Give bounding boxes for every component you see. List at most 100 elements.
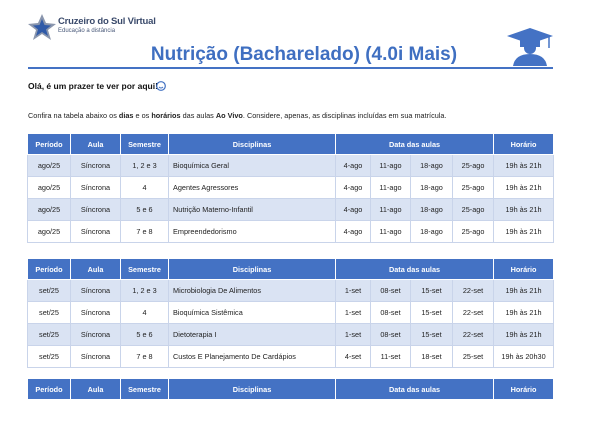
table-cell: 19h às 21h — [493, 198, 555, 221]
table-cell: 19h às 20h30 — [493, 345, 555, 368]
table-cell: ago/25 — [27, 154, 71, 177]
table-cell: 25-set — [451, 345, 495, 368]
table-cell: Síncrona — [70, 176, 121, 199]
table-cell: Síncrona — [70, 154, 121, 177]
table-cell: Síncrona — [70, 220, 121, 243]
title-rule — [28, 67, 553, 69]
table-cell: 4-ago — [335, 220, 371, 243]
table-cell: 22-set — [451, 279, 495, 302]
table-cell: Síncrona — [70, 279, 121, 302]
column-header: Aula — [70, 133, 121, 155]
column-header: Semestre — [120, 258, 169, 280]
table-cell: Dietoterapia I — [168, 323, 336, 346]
column-header: Disciplinas — [168, 133, 336, 155]
page-title: Nutrição (Bacharelado) (4.0i Mais) — [150, 44, 458, 65]
table-cell: 1-set — [335, 279, 371, 302]
intro-part: Confira na tabela abaixo os — [28, 111, 119, 120]
table-cell: 11-ago — [370, 154, 411, 177]
intro-part: das aulas — [180, 111, 216, 120]
table-cell: set/25 — [27, 345, 71, 368]
column-header: Aula — [70, 258, 121, 280]
column-header: Disciplinas — [168, 378, 336, 400]
table-cell: set/25 — [27, 279, 71, 302]
table-cell: 19h às 21h — [493, 220, 555, 243]
column-header: Data das aulas — [334, 378, 495, 400]
table-cell: 5 e 6 — [120, 198, 169, 221]
table-cell: 18-ago — [410, 220, 453, 243]
table-cell: Agentes Agressores — [168, 176, 336, 199]
table-cell: 25-ago — [451, 220, 495, 243]
table-cell: ago/25 — [27, 220, 71, 243]
table-row: set/25 Síncrona 7 e 8 Custos E Planejamento… — [27, 345, 555, 368]
table-row: ago/25 Síncrona 1, 2 e 3 Bioquímica Geral 4-… — [27, 154, 555, 177]
column-header: Semestre — [120, 133, 169, 155]
table-cell: 22-set — [451, 301, 495, 324]
table-cell: 11-set — [370, 345, 411, 368]
table-row: set/25 Síncrona 1, 2 e 3 Microbiologia De A… — [27, 279, 555, 302]
table-cell: 25-ago — [451, 154, 495, 177]
intro-bold: horários — [151, 111, 181, 120]
table-row: set/25 Síncrona 4 Bioquímica Sistêmica 1-set… — [27, 301, 555, 324]
table-cell: 1, 2 e 3 — [120, 154, 169, 177]
table-row: ago/25 Síncrona 5 e 6 Nutrição Materno-Infa… — [27, 198, 555, 221]
schedule-table: Período Aula Semestre Disciplinas Data das a… — [27, 258, 555, 368]
column-header: Data das aulas — [334, 133, 495, 155]
table-cell: 5 e 6 — [120, 323, 169, 346]
schedule-table: Período Aula Semestre Disciplinas Data das a… — [27, 378, 555, 400]
table-cell: Custos E Planejamento De Cardápios — [168, 345, 336, 368]
table-cell: 15-set — [410, 323, 453, 346]
table-cell: 08-set — [370, 279, 411, 302]
greeting: Olá, é um prazer te ver por aqui! — [28, 81, 158, 91]
table-cell: 4-ago — [335, 198, 371, 221]
column-header: Aula — [70, 378, 121, 400]
table-row: ago/25 Síncrona 7 e 8 Empreendedorismo 4-ago… — [27, 220, 555, 243]
column-header: Disciplinas — [168, 258, 336, 280]
table-cell: Empreendedorismo — [168, 220, 336, 243]
column-header: Data das aulas — [334, 258, 495, 280]
column-header: Horário — [493, 258, 555, 280]
table-cell: 18-ago — [410, 154, 453, 177]
table-row: set/25 Síncrona 5 e 6 Dietoterapia I 1-set 08… — [27, 323, 555, 346]
column-header: Horário — [493, 378, 555, 400]
table-cell: Bioquímica Geral — [168, 154, 336, 177]
column-header: Período — [27, 133, 71, 155]
table-cell: 15-set — [410, 279, 453, 302]
schedule-table: Período Aula Semestre Disciplinas Data das a… — [27, 133, 555, 243]
table-cell: 4 — [120, 301, 169, 324]
table-cell: 18-set — [410, 345, 453, 368]
smiley-icon — [156, 81, 166, 91]
table-cell: 4 — [120, 176, 169, 199]
table-cell: ago/25 — [27, 176, 71, 199]
intro-part: . Considere, apenas, as disciplinas incl… — [242, 111, 447, 120]
brand-logo — [28, 14, 56, 40]
brand-name: Cruzeiro do Sul Virtual — [58, 16, 156, 27]
table-cell: Bioquímica Sistêmica — [168, 301, 336, 324]
column-header: Período — [27, 258, 71, 280]
table-cell: 4-ago — [335, 176, 371, 199]
header-row: Período Aula Semestre Disciplinas Data das a… — [27, 258, 555, 280]
intro-bold: dias — [118, 111, 134, 120]
table-cell: 15-set — [410, 301, 453, 324]
table-cell: 19h às 21h — [493, 176, 555, 199]
table-cell: 18-ago — [410, 198, 453, 221]
table-cell: 25-ago — [451, 198, 495, 221]
table-cell: 4-ago — [335, 154, 371, 177]
table-cell: 19h às 21h — [493, 279, 555, 302]
table-cell: 11-ago — [370, 198, 411, 221]
intro-part: e os — [133, 111, 152, 120]
column-header: Período — [27, 378, 71, 400]
table-cell: 08-set — [370, 323, 411, 346]
table-cell: 1-set — [335, 323, 371, 346]
table-cell: 4-set — [335, 345, 371, 368]
table-cell: 1-set — [335, 301, 371, 324]
column-header: Horário — [493, 133, 555, 155]
table-cell: set/25 — [27, 323, 71, 346]
table-cell: 19h às 21h — [493, 301, 555, 324]
table-cell: set/25 — [27, 301, 71, 324]
intro-bold: Ao Vivo — [215, 111, 243, 120]
table-cell: 7 e 8 — [120, 345, 169, 368]
header-row: Período Aula Semestre Disciplinas Data das a… — [27, 133, 555, 155]
column-header: Semestre — [120, 378, 169, 400]
table-cell: Síncrona — [70, 301, 121, 324]
